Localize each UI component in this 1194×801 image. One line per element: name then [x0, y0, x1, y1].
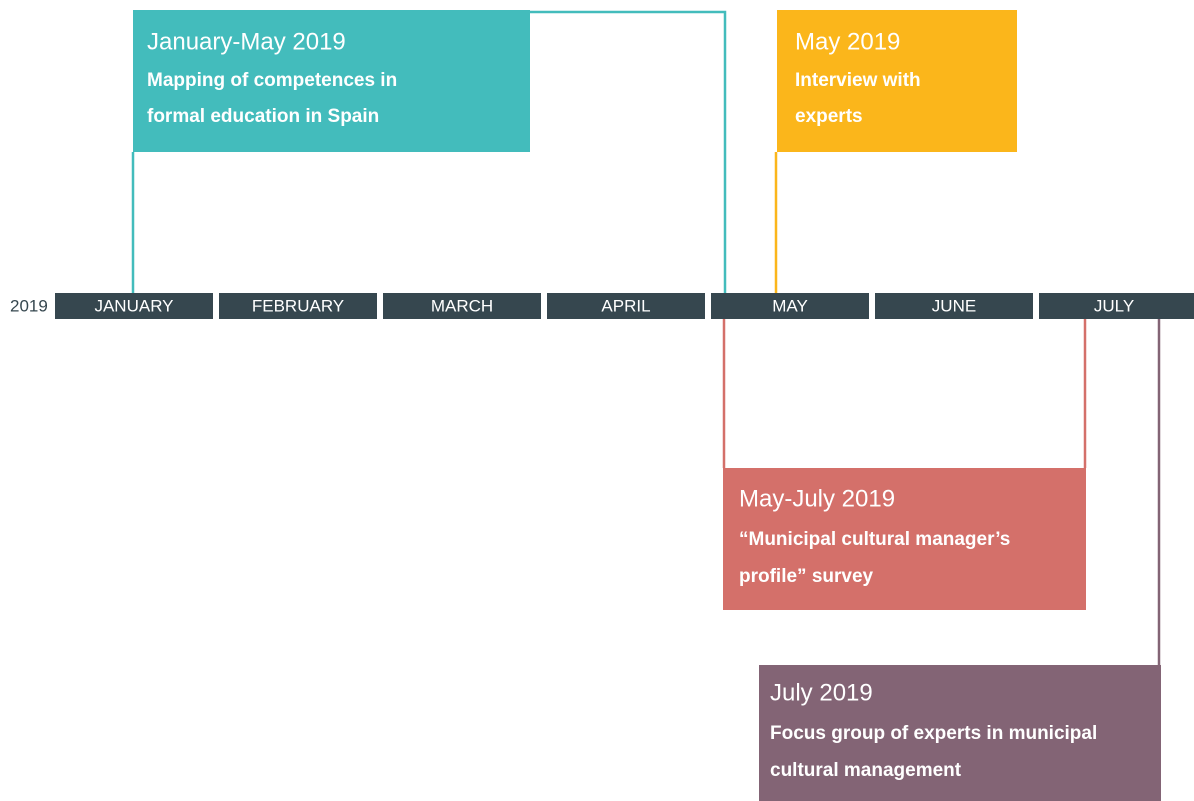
month-bar: JUNE [875, 293, 1033, 319]
event-title: cultural management [770, 760, 962, 781]
month-bar: MAY [711, 293, 869, 319]
event-card: January-May 2019 Mapping of competences … [133, 10, 530, 152]
event-card: May-July 2019 “Municipal cultural manage… [723, 468, 1086, 610]
month-label: FEBRUARY [252, 296, 344, 315]
year-label: 2019 [10, 296, 48, 315]
month-bar: JULY [1039, 293, 1194, 319]
event-date: May 2019 [795, 28, 900, 55]
month-bar: JANUARY [55, 293, 213, 319]
event-title: profile” survey [739, 566, 874, 587]
event-title: experts [795, 106, 863, 127]
event-card: May 2019 Interview with experts [777, 10, 1017, 152]
connector [530, 10, 727, 293]
event-title: Focus group of experts in municipal [770, 723, 1097, 744]
month-bar: MARCH [383, 293, 541, 319]
event-title: “Municipal cultural manager’s [739, 529, 1010, 550]
month-bar: APRIL [547, 293, 705, 319]
event-date: May-July 2019 [739, 485, 895, 512]
month-label: MAY [772, 296, 808, 315]
event-title: Mapping of competences in [147, 70, 397, 91]
month-label: JULY [1094, 296, 1134, 315]
event-title: Interview with [795, 70, 921, 91]
event-date: July 2019 [770, 679, 873, 706]
month-label: APRIL [601, 296, 650, 315]
event-date: January-May 2019 [147, 28, 346, 55]
month-bar: FEBRUARY [219, 293, 377, 319]
month-label: MARCH [431, 296, 493, 315]
event-title: formal education in Spain [147, 106, 379, 127]
month-label: JANUARY [94, 296, 173, 315]
month-label: JUNE [932, 296, 976, 315]
event-card: July 2019 Focus group of experts in muni… [759, 665, 1161, 801]
